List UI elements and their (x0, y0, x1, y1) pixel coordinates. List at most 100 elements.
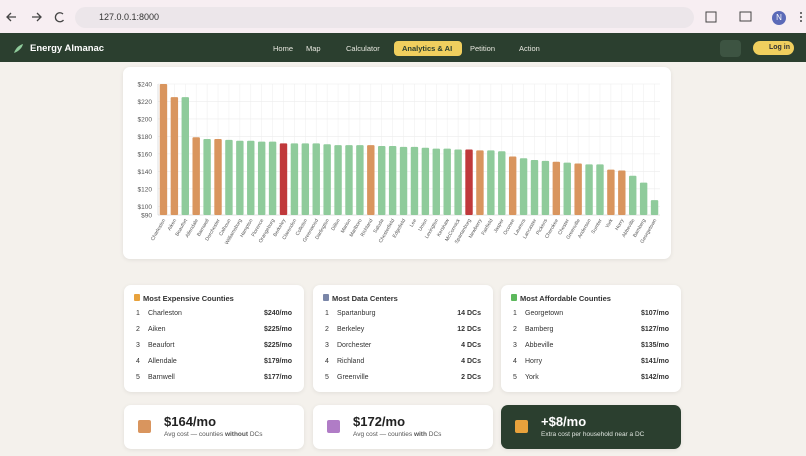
stat-label: Avg cost — counties without DCs (164, 431, 263, 438)
stat-value: +$8/mo (541, 414, 587, 429)
bar (585, 164, 593, 215)
menu-icon[interactable] (800, 12, 802, 14)
rank: 4 (136, 358, 140, 365)
y-tick-label: $140 (138, 169, 153, 176)
back-button[interactable] (6, 12, 16, 22)
stat-value: $164/mo (164, 414, 217, 429)
stat-icon (138, 420, 151, 433)
address-bar[interactable] (75, 7, 694, 28)
bar (508, 156, 517, 215)
list-title: Most Affordable Counties (520, 294, 611, 303)
x-tick-label: Horry (614, 218, 626, 232)
rank: 1 (136, 310, 140, 317)
bar (388, 146, 397, 215)
bar (247, 140, 255, 215)
county-name: Horry (525, 358, 543, 365)
y-tick-label: $200 (138, 116, 153, 123)
y-tick-label: $120 (138, 186, 153, 193)
list-value: $225/mo (263, 326, 292, 333)
county-name: Georgetown (525, 310, 564, 317)
login-button[interactable] (753, 41, 794, 55)
nav-item[interactable]: Analytics & AI (402, 44, 453, 53)
chart: $90 $100 $120 $140 $160 $180 $200 $220 $240 Charl… (138, 82, 660, 246)
bar (367, 145, 375, 215)
bar (519, 158, 528, 215)
rank: 2 (136, 326, 140, 333)
nav-item[interactable]: Home (273, 44, 294, 53)
brand[interactable]: Energy Almanac (30, 43, 105, 54)
bar (159, 84, 168, 215)
rank: 1 (325, 310, 329, 317)
brand-icon (14, 44, 23, 53)
rank: 2 (325, 326, 329, 333)
bar (639, 182, 648, 215)
bar (563, 162, 571, 215)
y-tick-label: $240 (138, 82, 153, 89)
bar (214, 139, 222, 215)
bar (476, 150, 484, 215)
x-tick-label: Aiken (167, 218, 179, 232)
stat-label-part: with (413, 431, 427, 438)
bar (552, 161, 561, 215)
county-name: York (525, 374, 539, 381)
list-value: 4 DCs (461, 358, 481, 365)
list-value: $127/mo (640, 326, 669, 333)
login-text[interactable]: Log in (769, 44, 790, 51)
cast-icon[interactable] (739, 11, 752, 22)
rank: 2 (513, 326, 517, 333)
bar (410, 146, 419, 215)
x-tick-label: Dillon (330, 218, 342, 232)
extensions-icon[interactable] (705, 11, 717, 23)
stat-label-part: Extra cost per household near a DC (541, 431, 645, 438)
stat-label: Avg cost — counties with DCs (353, 431, 441, 438)
bar (454, 149, 462, 215)
profile-avatar[interactable]: N (772, 11, 786, 25)
bar (236, 140, 244, 215)
bar (541, 160, 550, 215)
x-tick-label: Sumter (590, 218, 603, 235)
bar (487, 150, 495, 215)
x-tick-label: Union (417, 218, 429, 233)
forward-button[interactable] (32, 12, 42, 22)
list-value: 4 DCs (461, 342, 481, 349)
bar (596, 164, 604, 215)
rank: 5 (136, 374, 140, 381)
list-value: $107/mo (640, 310, 669, 317)
theme-button[interactable] (720, 40, 741, 57)
county-name: Aiken (148, 326, 166, 333)
bar (629, 175, 637, 215)
county-name: Dorchester (337, 342, 372, 349)
nav-item[interactable]: Petition (470, 44, 496, 53)
bar (203, 139, 211, 215)
y-tick-label: $160 (138, 151, 153, 158)
bar (170, 97, 179, 215)
stat-icon (327, 420, 340, 433)
bar (225, 139, 233, 215)
nav-item[interactable]: Map (306, 44, 321, 53)
bar (618, 170, 626, 215)
list-title: Most Data Centers (332, 294, 398, 303)
bar (443, 148, 451, 215)
county-name: Beaufort (148, 342, 175, 349)
reload-button[interactable] (54, 12, 65, 23)
rank: 4 (325, 358, 329, 365)
county-name: Barnwell (148, 374, 175, 381)
menu-icon (800, 16, 802, 18)
nav-item[interactable]: Calculator (346, 44, 380, 53)
x-tick-label: Charleston (150, 218, 167, 242)
bar (334, 145, 342, 215)
stat-label-part: DCs (426, 431, 442, 438)
stat-card (124, 405, 304, 449)
x-tick-label: York (605, 218, 615, 230)
stat-card (501, 405, 681, 449)
y-tick-label: $100 (138, 204, 153, 211)
list-icon (511, 294, 517, 301)
nav-item[interactable]: Action (519, 44, 540, 53)
bar (345, 145, 353, 215)
bar (268, 141, 277, 215)
list-value: $225/mo (263, 342, 292, 349)
stat-icon (515, 420, 528, 433)
nav-active-pill (394, 41, 462, 56)
y-tick-label: $180 (138, 134, 153, 141)
